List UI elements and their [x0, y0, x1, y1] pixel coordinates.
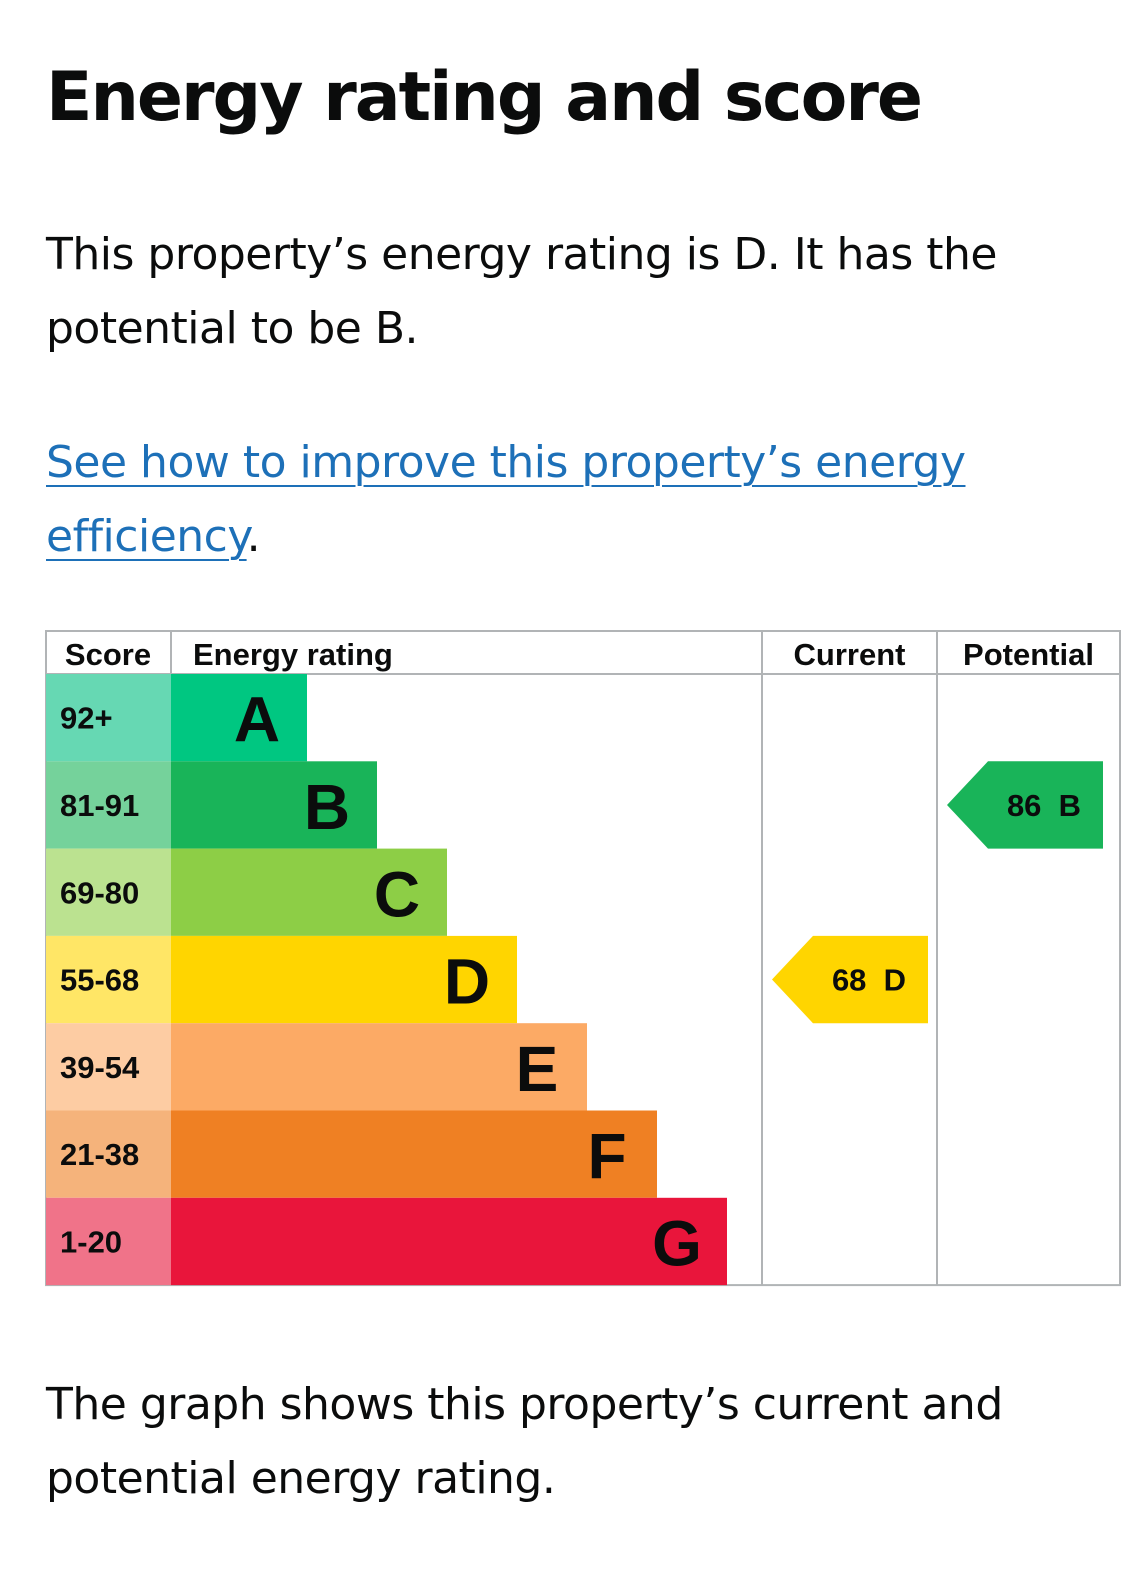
improve-efficiency-link[interactable]: See how to improve this property’s energ… [46, 437, 966, 562]
energy-rating-header: Energy rating [193, 637, 393, 672]
current-rating-arrow [772, 935, 928, 1024]
score-cell-f [46, 1110, 171, 1198]
page-title: Energy rating and score [46, 58, 923, 137]
improve-paragraph: See how to improve this property’s energ… [46, 426, 1116, 574]
potential-rating-arrow [947, 761, 1103, 849]
current-rating-label: 68 D [832, 963, 906, 998]
potential-header: Potential [963, 637, 1094, 672]
rating-bar-a [171, 674, 307, 762]
potential-rating-label: 86 B [1007, 788, 1081, 823]
rating-bar-d [171, 935, 517, 1024]
score-range-c: 69-80 [60, 875, 139, 910]
chart-caption: The graph shows this property’s current … [46, 1379, 1003, 1504]
score-cell-g [46, 1197, 171, 1286]
rating-letter-a: A [234, 684, 280, 756]
rating-letter-c: C [374, 858, 420, 930]
score-range-f: 21-38 [60, 1137, 139, 1172]
improve-link-suffix: . [246, 511, 261, 562]
score-header: Score [65, 637, 151, 672]
rating-bar-g [171, 1197, 727, 1286]
rating-bar-e [171, 1023, 587, 1111]
score-cell-e [46, 1023, 171, 1111]
score-cell-a [46, 674, 171, 762]
score-cell-b [46, 761, 171, 849]
score-range-e: 39-54 [60, 1050, 140, 1085]
rating-letter-g: G [652, 1207, 702, 1279]
rating-letter-d: D [444, 946, 490, 1018]
score-range-g: 1-20 [60, 1224, 122, 1259]
rating-bar-c [171, 848, 447, 936]
rating-letter-b: B [304, 771, 350, 843]
rating-summary: This property’s energy rating is D. It h… [46, 229, 997, 354]
rating-bar-f [171, 1110, 657, 1198]
current-header: Current [794, 637, 906, 672]
score-cell-d [46, 935, 171, 1024]
score-range-b: 81-91 [60, 788, 139, 823]
rating-letter-f: F [587, 1120, 626, 1192]
rating-bar-b [171, 761, 377, 849]
score-cell-c [46, 848, 171, 936]
rating-letter-e: E [516, 1033, 559, 1105]
score-range-d: 55-68 [60, 963, 139, 998]
score-range-a: 92+ [60, 701, 113, 736]
